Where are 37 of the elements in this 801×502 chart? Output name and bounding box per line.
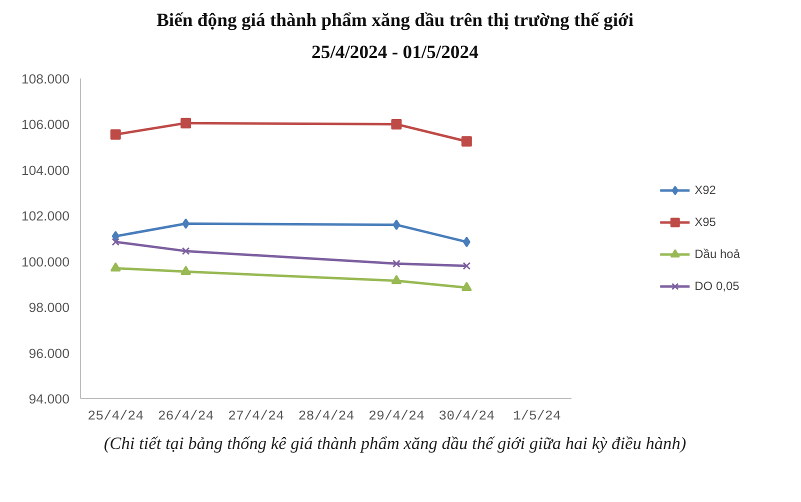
x-tick-label: 30/4/24: [438, 410, 495, 425]
point: [180, 266, 192, 276]
y-tick-label: 98.000: [28, 300, 70, 316]
x-tick-label: 1/5/24: [512, 410, 561, 425]
y-tick-label: 94.000: [28, 392, 70, 407]
point: [110, 262, 121, 272]
point: [461, 282, 472, 292]
legend-label: DO 0,05: [694, 279, 740, 294]
point: [391, 275, 402, 285]
point: [182, 218, 190, 230]
y-tick-label: 106.000: [21, 118, 70, 133]
y-tick-label: 102.000: [21, 209, 70, 224]
legend-label: Dầu hoả: [694, 247, 740, 262]
x-tick-label: 27/4/24: [228, 410, 284, 425]
x-tick-label: 28/4/24: [298, 410, 354, 425]
y-tick-label: 108.000: [21, 72, 70, 87]
point: [462, 262, 471, 270]
y-tick-label: 104.000: [21, 163, 70, 178]
text: (Chi tiết tại bảng thống kê giá thành phẩm xăng dầu thế giới giữa hai kỳ điều hành): [104, 433, 686, 456]
x-tick-label: 29/4/24: [368, 410, 424, 425]
x-tick-label: 25/4/24: [88, 410, 144, 425]
point: [392, 220, 400, 231]
x-tick-label: 26/4/24: [158, 410, 214, 425]
point: [462, 237, 470, 248]
legend-label: X95: [694, 215, 716, 230]
point: [112, 231, 120, 242]
point: [461, 136, 472, 148]
point: [392, 260, 400, 268]
point: [180, 118, 192, 129]
chart-title: Biến động giá thành phẩm xăng dầu trên thị trường thế giới 25/4/2024 - 01/5/2024: [156, 9, 634, 65]
y-tick-label: 100.000: [21, 254, 70, 270]
point: [391, 119, 402, 130]
point: [182, 248, 190, 256]
y-tick-label: 96.000: [28, 346, 70, 362]
point: [110, 130, 121, 140]
point: [112, 238, 120, 246]
legend-label: X92: [694, 183, 716, 198]
